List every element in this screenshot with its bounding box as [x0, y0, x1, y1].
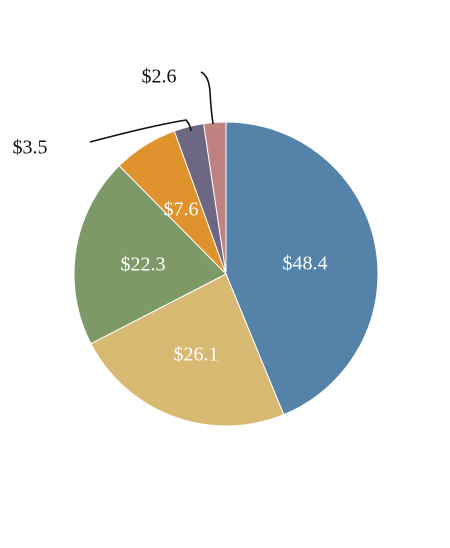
leader-line-2-6: [200, 71, 214, 125]
pie-slice-48-4: [225, 121, 379, 416]
pie-slices: [73, 121, 379, 427]
data-label-22-3: $22.3: [121, 254, 166, 276]
pie-slice-2-6: [203, 121, 227, 275]
pie-slice-26-1: [90, 273, 285, 427]
data-label-3-5: $3.5: [13, 137, 48, 159]
data-label-26-1: $26.1: [174, 344, 219, 366]
data-label-48-4: $48.4: [283, 253, 328, 275]
leader-line-3-5: [89, 119, 192, 143]
data-label-7-6: $7.6: [164, 199, 199, 221]
leader-lines: [89, 71, 214, 143]
pie-slice-22-3: [73, 165, 227, 345]
data-label-2-6: $2.6: [142, 66, 177, 88]
slice-labels: $48.4 $26.1 $22.3 $7.6 $3.5 $2.6: [13, 66, 328, 366]
